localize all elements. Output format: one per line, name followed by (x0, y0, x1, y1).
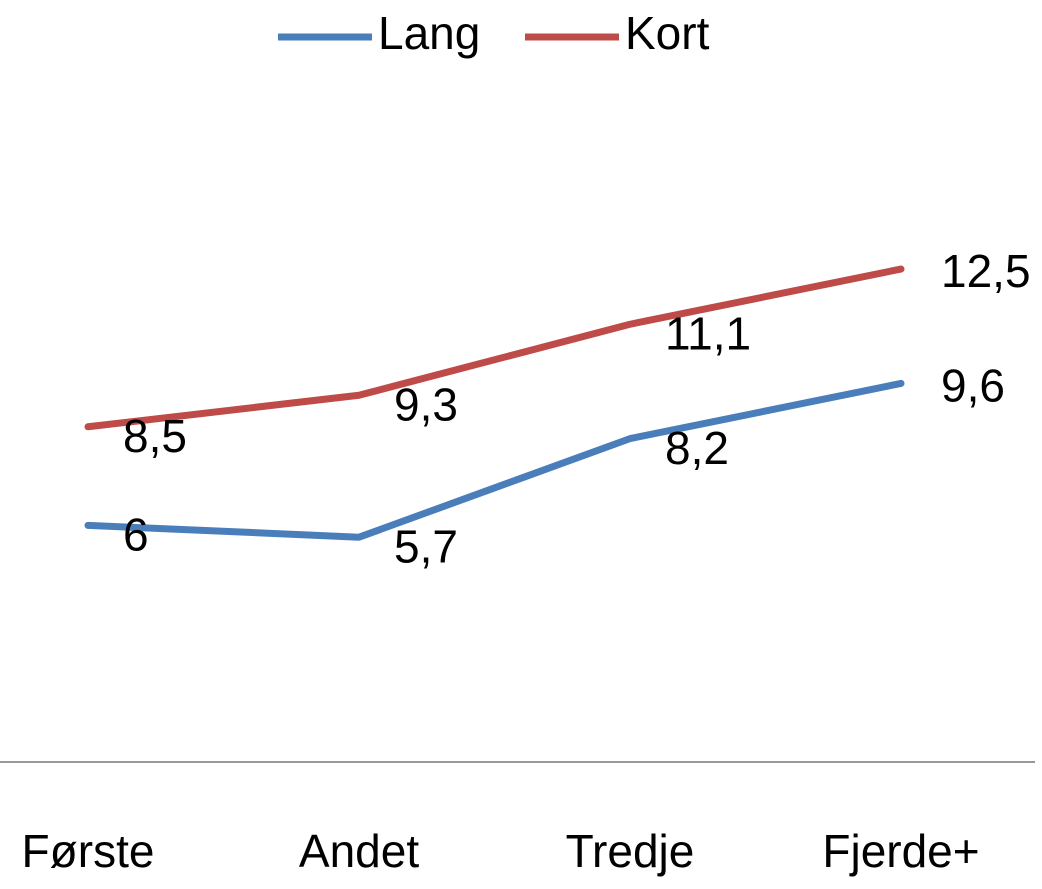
x-tick-label: Første (22, 825, 155, 877)
x-tick-label: Fjerde+ (822, 825, 979, 877)
series-line (84, 379, 905, 541)
data-label: 6 (123, 509, 149, 561)
data-label: 12,5 (941, 245, 1031, 297)
data-label: 5,7 (394, 520, 458, 572)
data-label: 9,6 (941, 360, 1005, 412)
legend-label: Kort (625, 7, 710, 59)
data-label: 8,5 (123, 410, 187, 462)
data-label: 8,2 (665, 422, 729, 474)
x-tick-label: Tredje (566, 825, 695, 877)
series-line (84, 265, 905, 431)
data-label: 11,1 (665, 307, 751, 359)
legend-label: Lang (378, 7, 480, 59)
data-label: 9,3 (394, 378, 458, 430)
x-tick-label: Andet (299, 825, 419, 877)
